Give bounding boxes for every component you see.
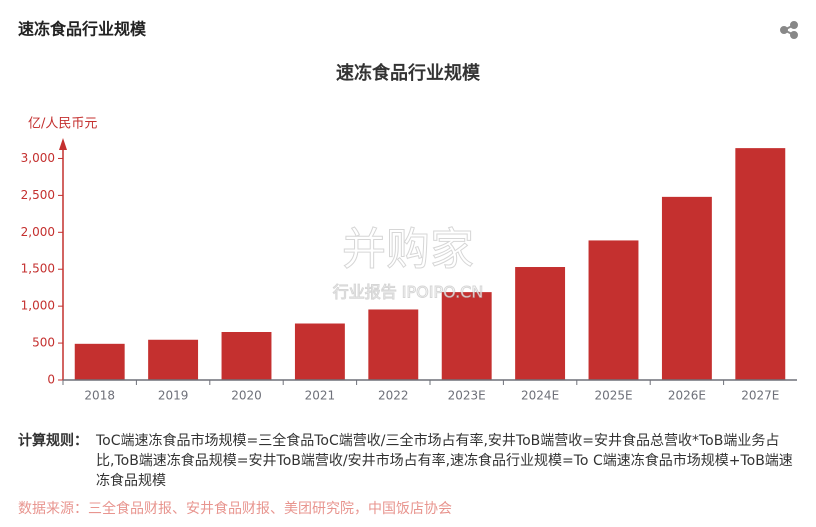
y-tick-label: 1,500 bbox=[21, 262, 55, 276]
source: 数据来源：三全食品财报、安井食品财报、美团研究院，中国饭店协会 bbox=[18, 498, 452, 518]
x-tick-label: 2019 bbox=[158, 389, 189, 403]
x-tick-label: 2020 bbox=[231, 389, 262, 403]
bar bbox=[74, 343, 125, 380]
x-tick-label: 2026E bbox=[668, 389, 706, 403]
bar bbox=[661, 196, 712, 380]
x-tick-label: 2023E bbox=[448, 389, 486, 403]
chart-title: 速冻食品行业规模 bbox=[336, 62, 481, 84]
bar bbox=[294, 323, 345, 380]
bar bbox=[441, 292, 492, 380]
x-tick-label: 2022 bbox=[378, 389, 409, 403]
notes-text: ToC端速冻食品市场规模=三全食品ToC端营收/三全市场占有率,安井ToB端营收… bbox=[96, 433, 793, 489]
source-label: 数据来源： bbox=[18, 501, 88, 517]
bar bbox=[515, 267, 566, 380]
y-tick-label: 1,000 bbox=[21, 299, 55, 313]
source-text: 三全食品财报、安井食品财报、美团研究院，中国饭店协会 bbox=[88, 501, 452, 517]
share-icon[interactable] bbox=[780, 21, 798, 39]
bar bbox=[368, 309, 419, 380]
notes: 计算规则： ToC端速冻食品市场规模=三全食品ToC端营收/三全市场占有率,安井… bbox=[18, 431, 798, 491]
watermark-brand: 并购家 bbox=[342, 224, 474, 275]
x-tick-label: 2024E bbox=[521, 389, 559, 403]
x-tick-label: 2027E bbox=[741, 389, 779, 403]
notes-label: 计算规则： bbox=[18, 433, 88, 449]
header-title: 速冻食品行业规模 bbox=[18, 20, 147, 39]
bar bbox=[221, 332, 272, 380]
y-tick-label: 3,000 bbox=[21, 151, 55, 165]
x-tick-label: 2021 bbox=[305, 389, 336, 403]
y-tick-label: 2,500 bbox=[21, 188, 55, 202]
watermark-sub: 行业报告 IPOIPO.CN bbox=[333, 283, 484, 302]
y-axis-arrow bbox=[59, 138, 67, 150]
bar bbox=[588, 240, 639, 380]
y-tick-label: 500 bbox=[32, 336, 55, 350]
y-tick-label: 2,000 bbox=[21, 225, 55, 239]
chart: 速冻食品行业规模 速冻食品行业规模 亿/人民币元 0 500 1,000 1,500 2… bbox=[18, 20, 798, 403]
y-axis-label: 亿/人民币元 bbox=[28, 117, 97, 132]
y-tick-label: 0 bbox=[47, 373, 55, 387]
x-tick-label: 2025E bbox=[594, 389, 632, 403]
bar bbox=[735, 148, 786, 380]
bar bbox=[148, 339, 199, 380]
x-tick-label: 2018 bbox=[84, 389, 115, 403]
